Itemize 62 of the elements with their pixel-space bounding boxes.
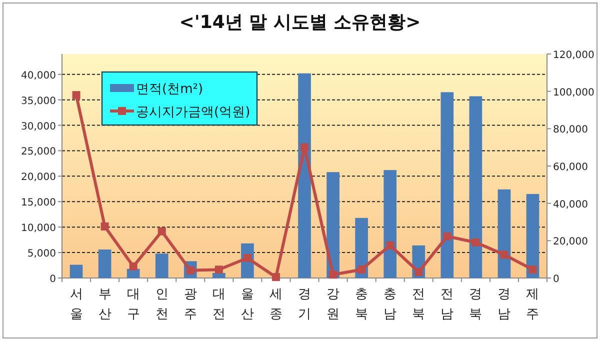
y-tick-label: 5,000 [27,248,56,260]
point [300,143,308,152]
x-tick-label: 충북 [355,287,368,322]
bar [384,170,397,278]
y2-tick-label: 100,000 [553,87,594,98]
y-tick-label: 15,000 [21,198,56,209]
bar [498,189,511,278]
x-tick-label: 서울 [70,287,83,322]
point [329,270,338,279]
y-tick-label: 35,000 [21,96,56,107]
y2-tick-label: 0 [553,274,560,285]
x-tick-label: 세종 [269,287,282,322]
legend-label: 면적(천m²) [136,82,204,97]
y2-tick-label: 120,000 [553,50,594,61]
bar [155,254,168,278]
x-tick-label: 광주 [184,287,197,322]
x-tick-label: 경기 [298,287,311,322]
x-tick-label: 전북 [412,287,426,322]
point [358,266,366,274]
point [100,222,109,230]
point [472,238,480,246]
point [214,266,223,274]
point [72,91,80,100]
point [158,227,166,236]
point [386,241,394,250]
bar [440,92,454,278]
y2-tick-label: 40,000 [553,199,588,210]
y-tick-label: 25,000 [21,146,56,158]
y-tick-label: 10,000 [21,223,56,234]
point [528,266,537,274]
x-tick-label: 강원 [326,287,340,322]
point [500,250,508,259]
x-tick-label: 대전 [212,287,226,322]
x-tick-label: 전남 [440,287,454,322]
y-tick-label: 0 [50,274,56,285]
x-tick-label: 울산 [240,287,254,322]
x-tick-label: 충남 [384,287,397,322]
point [243,254,252,262]
point [414,268,423,276]
x-tick-label: 대구 [126,287,140,322]
point [443,232,452,240]
y-tick-label: 20,000 [21,172,56,184]
chart-title: <'14년 말 시도별 소유현황> [179,12,421,33]
bar [526,194,540,278]
x-tick-label: 제주 [526,287,540,322]
x-tick-label: 부산 [98,287,112,322]
point [272,273,280,282]
bar [70,264,83,278]
y2-tick-label: 80,000 [553,124,588,136]
y-tick-label: 40,000 [21,70,56,82]
x-tick-label: 경북 [469,287,482,322]
point [129,262,138,270]
bar [212,272,226,278]
legend-label: 공시지가금액(억원) [136,105,250,120]
x-tick-label: 인천 [155,287,168,322]
bar [98,249,112,278]
x-tick-label: 경남 [498,287,511,322]
y2-tick-label: 60,000 [553,162,588,173]
y-tick-label: 30,000 [21,121,56,132]
bar [469,96,482,278]
bar [298,73,311,278]
y2-tick-label: 20,000 [553,236,588,248]
